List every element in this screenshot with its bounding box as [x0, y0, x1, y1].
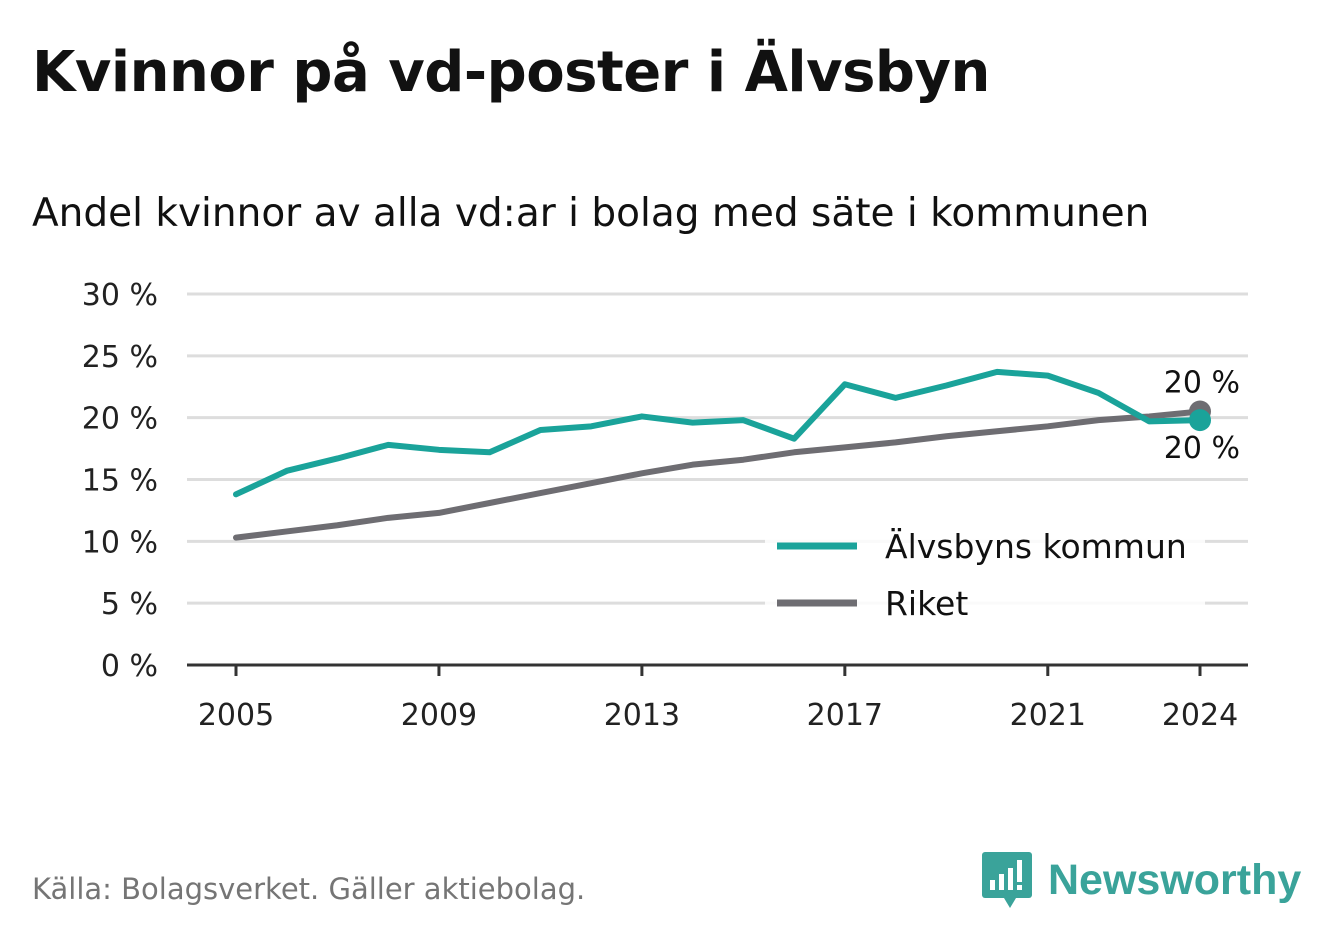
legend-backdrop: [765, 577, 1205, 621]
legend-item-alvsbyns-kommun: Älvsbyns kommun: [765, 520, 1205, 566]
x-tick-label: 2021: [1010, 698, 1086, 733]
y-tick-label: 25 %: [82, 340, 158, 375]
chart-title: Kvinnor på vd-poster i Älvsbyn: [32, 40, 990, 105]
legend-backdrop: [765, 520, 1205, 564]
end-label-riket: 20 %: [1164, 365, 1240, 400]
y-tick-label: 10 %: [82, 525, 158, 560]
source-note: Källa: Bolagsverket. Gäller aktiebolag.: [32, 872, 586, 906]
y-tick-label: 20 %: [82, 402, 158, 437]
end-marker-alvsbyns-kommun: [1189, 409, 1211, 432]
legend-label: Älvsbyns kommun: [885, 527, 1187, 566]
newsworthy-logo: Newsworthy: [980, 850, 1301, 910]
x-tick-label: 2009: [401, 698, 477, 733]
grid-lines: [187, 292, 1248, 605]
legend-label: Riket: [885, 584, 968, 623]
y-tick-label: 15 %: [82, 464, 158, 499]
newsworthy-logo-text: Newsworthy: [1048, 855, 1302, 904]
series-lines: [233, 368, 1203, 541]
x-tick-label: 2017: [807, 698, 883, 733]
x-axis: 2005 2009 2013 2017 2021 2024: [187, 663, 1248, 733]
y-tick-label: 0 %: [101, 649, 158, 684]
x-tick-label: 2013: [604, 698, 680, 733]
series-line-riket: [233, 408, 1203, 541]
legend: Älvsbyns kommun Riket: [765, 520, 1205, 623]
y-axis-tick-labels: 0 % 5 % 10 % 15 % 20 % 25 % 30 %: [82, 278, 158, 684]
y-tick-label: 5 %: [101, 587, 158, 622]
end-label-alvsbyns-kommun: 20 %: [1164, 431, 1240, 466]
newsworthy-logo-icon: [982, 852, 1032, 908]
legend-item-riket: Riket: [765, 577, 1205, 623]
x-tick-label: 2024: [1162, 698, 1238, 733]
y-tick-label: 30 %: [82, 278, 158, 313]
end-markers: 20 % 20 %: [1164, 365, 1240, 466]
series-line-alvsbyns-kommun: [233, 368, 1203, 498]
x-tick-label: 2005: [198, 698, 274, 733]
chart-subtitle: Andel kvinnor av alla vd:ar i bolag med …: [32, 191, 1150, 236]
